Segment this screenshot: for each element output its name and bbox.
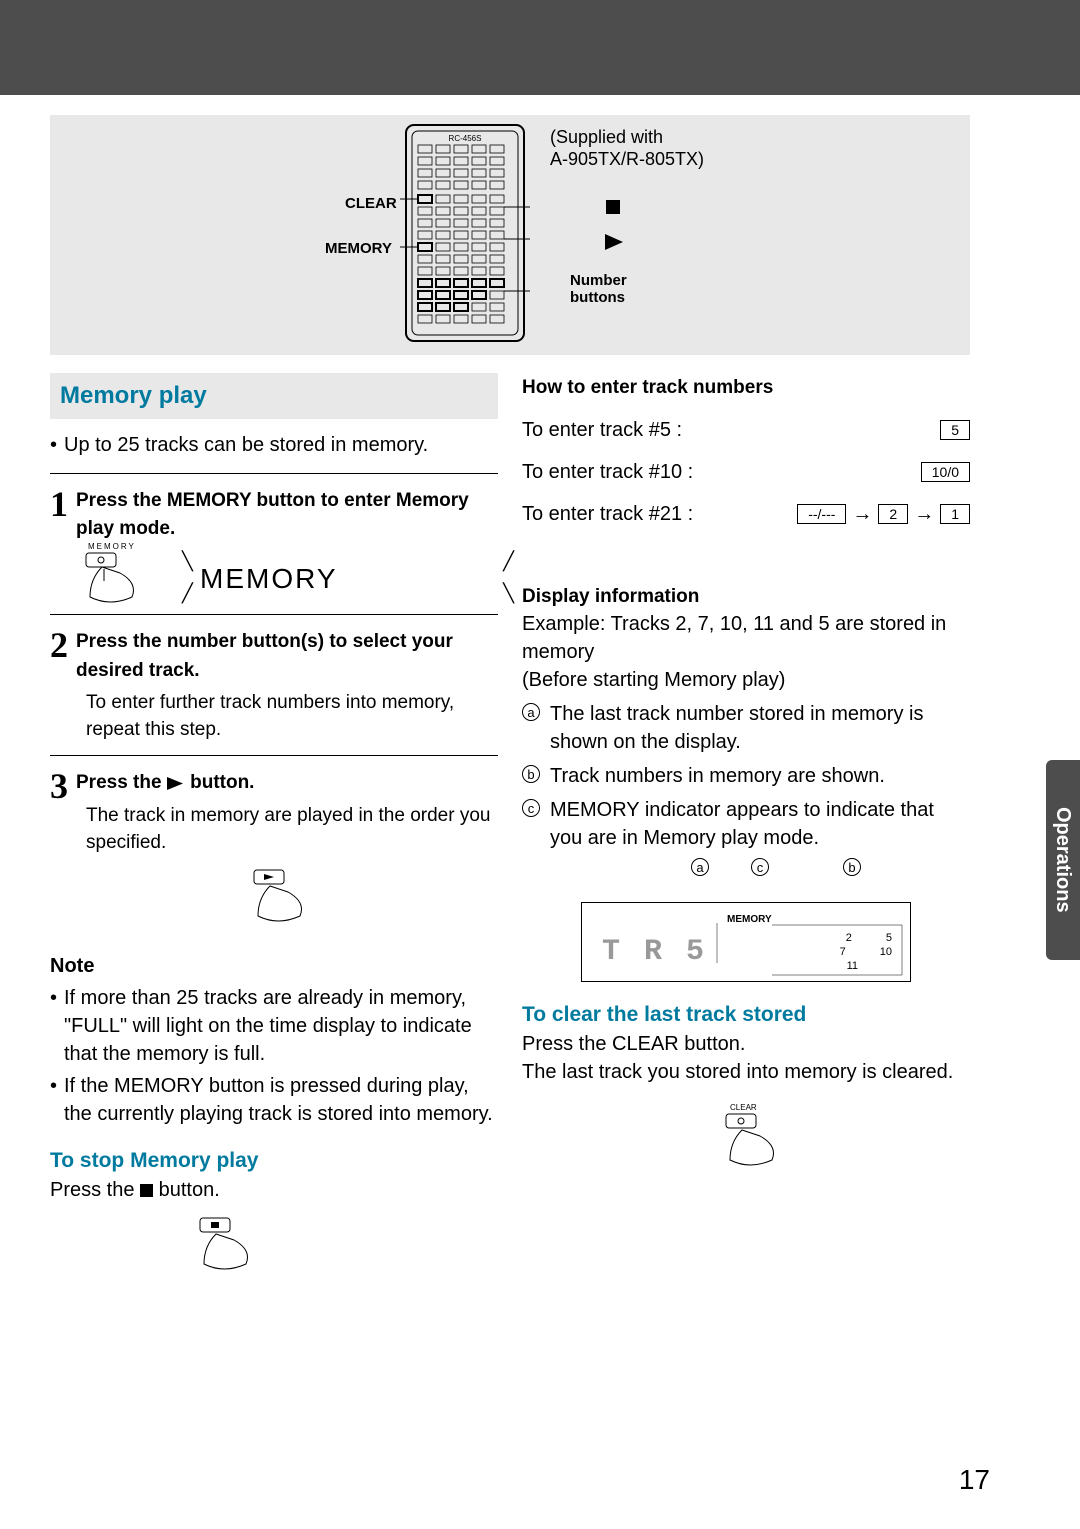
display-heading: Display information bbox=[522, 584, 970, 611]
step-number: 3 bbox=[50, 768, 68, 804]
divider bbox=[50, 755, 498, 756]
key-1: 1 bbox=[940, 504, 970, 524]
remote-model-label: RC-456S bbox=[449, 134, 482, 143]
step-3-body: The track in memory are played in the or… bbox=[86, 803, 498, 856]
display-before: (Before starting Memory play) bbox=[522, 666, 970, 694]
remote-panel: CLEAR MEMORY (Supplied with A-905TX/R-80… bbox=[50, 115, 970, 355]
memory-word: MEMORY bbox=[200, 563, 338, 594]
callout-b: b bbox=[843, 858, 861, 876]
clear-figure: CLEAR bbox=[522, 1102, 970, 1182]
stop-heading: To stop Memory play bbox=[50, 1146, 498, 1175]
item-a-text: The last track number stored in memory i… bbox=[550, 703, 923, 753]
label-memory: MEMORY bbox=[325, 238, 392, 259]
track-row: To enter track #5 : 5 bbox=[522, 416, 970, 444]
key-dashes: --/--- bbox=[797, 504, 846, 524]
display-example: Example: Tracks 2, 7, 10, 11 and 5 are s… bbox=[522, 610, 970, 666]
stop-body-post: button. bbox=[153, 1179, 220, 1201]
callout-row: a c b bbox=[581, 858, 911, 882]
item-b-text: Track numbers in memory are shown. bbox=[550, 765, 885, 787]
hand-press-stop-icon bbox=[170, 1214, 270, 1278]
hand-press-play-icon bbox=[224, 866, 324, 934]
step-2-body: To enter further track numbers into memo… bbox=[86, 690, 498, 743]
item-c: c MEMORY indicator appears to indicate t… bbox=[522, 796, 970, 852]
item-c-text: MEMORY indicator appears to indicate tha… bbox=[550, 799, 934, 849]
step-3-post: button. bbox=[185, 772, 255, 793]
step-1: 1 Press the MEMORY button to enter Memor… bbox=[50, 486, 498, 598]
top-bar bbox=[0, 0, 1080, 95]
hand-press-memory-icon: MEMORY bbox=[70, 539, 170, 609]
note-heading: Note bbox=[50, 952, 498, 980]
key-10-0: 10/0 bbox=[921, 462, 970, 482]
mem-num: 5 bbox=[886, 931, 892, 945]
mem-num: 7 bbox=[840, 945, 846, 959]
note-item: If the MEMORY button is pressed during p… bbox=[50, 1072, 498, 1128]
memory-blink-display: MEMORY ╲ ╱ MEMORY ╱ ╲ bbox=[200, 559, 498, 598]
left-column: Memory play Up to 25 tracks can be store… bbox=[50, 373, 498, 1278]
display-panel: T R 5 MEMORY 2 5 7 10 11 bbox=[581, 902, 911, 982]
circled-c: c bbox=[522, 799, 540, 817]
mem-indicator: MEMORY bbox=[727, 913, 772, 927]
circled-b: b bbox=[522, 765, 540, 783]
step-number: 2 bbox=[50, 627, 68, 663]
hand-press-clear-icon: CLEAR bbox=[696, 1102, 796, 1174]
key-5: 5 bbox=[940, 420, 970, 440]
track-label: To enter track #5 : bbox=[522, 416, 940, 444]
mem-num: 10 bbox=[880, 945, 892, 959]
seg-text: T R 5 bbox=[602, 931, 707, 973]
clear-body-1: Press the CLEAR button. bbox=[522, 1030, 970, 1058]
callout-c: c bbox=[751, 858, 769, 876]
step-2: 2 Press the number button(s) to select y… bbox=[50, 627, 498, 743]
note-list: If more than 25 tracks are already in me… bbox=[50, 984, 498, 1128]
page-number: 17 bbox=[959, 1460, 990, 1499]
stop-icon bbox=[605, 195, 621, 223]
side-tab-operations: Operations bbox=[1046, 760, 1080, 960]
clear-heading: To clear the last track stored bbox=[522, 1000, 970, 1029]
step-1-title: Press the MEMORY button to enter Memory … bbox=[76, 490, 469, 540]
label-device: A-905TX/R-805TX) bbox=[550, 147, 704, 172]
right-column: How to enter track numbers To enter trac… bbox=[522, 373, 970, 1278]
step-2-title: Press the number button(s) to select you… bbox=[76, 631, 453, 681]
arrow-icon: → bbox=[852, 500, 872, 528]
label-clear: CLEAR bbox=[345, 193, 397, 214]
remote-illustration: RC-456S bbox=[400, 123, 530, 343]
how-heading: How to enter track numbers bbox=[522, 375, 970, 402]
track-label: To enter track #21 : bbox=[522, 500, 797, 528]
stop-body-pre: Press the bbox=[50, 1179, 140, 1201]
svg-text:MEMORY: MEMORY bbox=[88, 542, 136, 551]
intro-bullet: Up to 25 tracks can be stored in memory. bbox=[50, 431, 498, 459]
key-2: 2 bbox=[878, 504, 908, 524]
section-title: Memory play bbox=[50, 373, 498, 419]
stop-body: Press the button. bbox=[50, 1176, 498, 1204]
stop-icon bbox=[140, 1184, 153, 1197]
step-3-title: Press the button. bbox=[76, 772, 254, 793]
track-row: To enter track #10 : 10/0 bbox=[522, 458, 970, 486]
step-number: 1 bbox=[50, 486, 68, 522]
callout-a: a bbox=[691, 858, 709, 876]
item-a: a The last track number stored in memory… bbox=[522, 700, 970, 756]
arrow-icon: → bbox=[914, 500, 934, 528]
track-row: To enter track #21 : --/--- → 2 → 1 bbox=[522, 500, 970, 528]
page-content: CLEAR MEMORY (Supplied with A-905TX/R-80… bbox=[0, 95, 1080, 1278]
mem-num: 11 bbox=[847, 959, 858, 973]
mem-num: 2 bbox=[846, 931, 852, 945]
clear-body-2: The last track you stored into memory is… bbox=[522, 1058, 970, 1086]
item-b: b Track numbers in memory are shown. bbox=[522, 762, 970, 790]
play-icon bbox=[167, 777, 185, 790]
step-3: 3 Press the button. The track in memory … bbox=[50, 768, 498, 934]
play-icon bbox=[605, 230, 625, 258]
circled-a: a bbox=[522, 703, 540, 721]
note-item: If more than 25 tracks are already in me… bbox=[50, 984, 498, 1068]
step-3-pre: Press the bbox=[76, 772, 167, 793]
label-buttons: buttons bbox=[570, 287, 625, 308]
track-label: To enter track #10 : bbox=[522, 458, 921, 486]
mem-nums: 2 5 7 10 11 bbox=[840, 931, 892, 973]
svg-text:CLEAR: CLEAR bbox=[730, 1103, 757, 1112]
divider bbox=[50, 473, 498, 474]
